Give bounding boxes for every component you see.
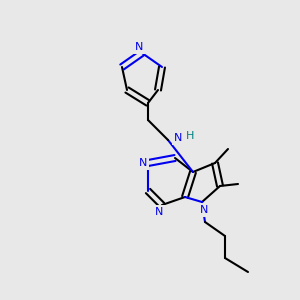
Text: N: N — [174, 133, 182, 143]
Text: N: N — [200, 205, 208, 215]
Text: H: H — [186, 131, 194, 141]
Text: N: N — [155, 207, 163, 217]
Text: N: N — [139, 158, 147, 168]
Text: N: N — [135, 42, 143, 52]
